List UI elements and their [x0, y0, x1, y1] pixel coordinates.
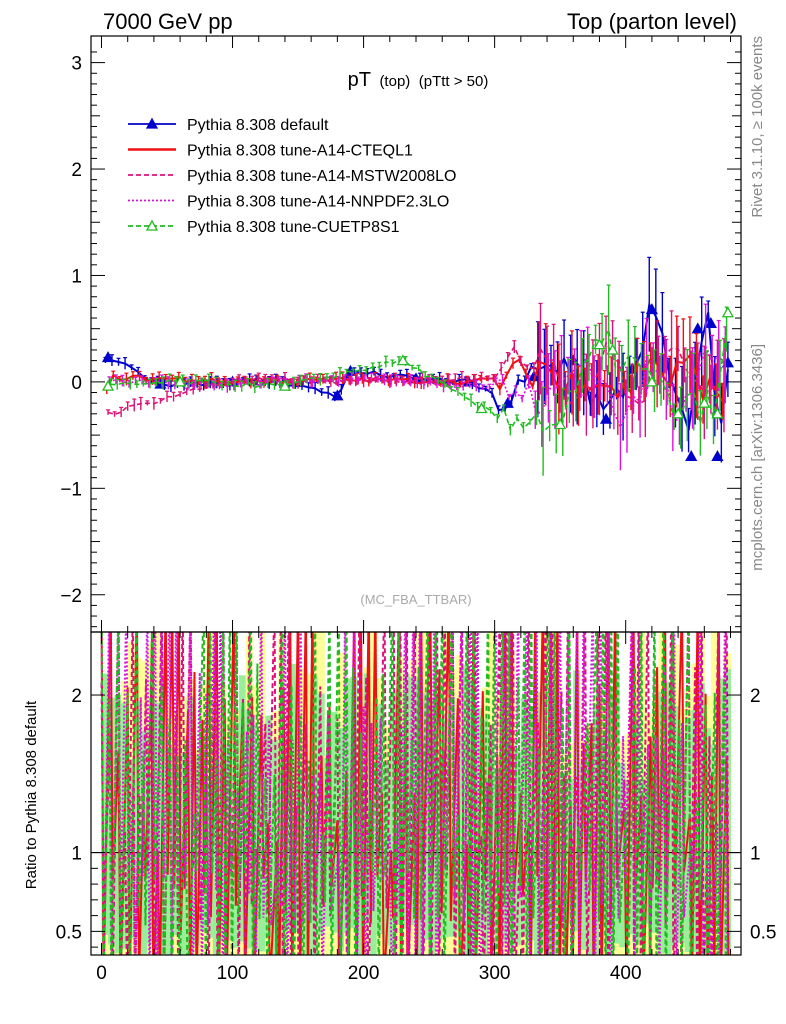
data-point [554, 418, 567, 430]
green-band [547, 786, 555, 954]
legend-label: Pythia 8.308 tune-CUETP8S1 [187, 219, 400, 236]
green-band [409, 676, 417, 925]
ratio-y-tick-label-right: 2 [750, 686, 761, 707]
ratio-y-tick-label-right: 0.5 [750, 922, 776, 943]
y-tick-label: 1 [71, 266, 82, 287]
legend-marker [145, 219, 159, 231]
ratio-y-tick-label: 2 [71, 686, 82, 707]
rivet-label: Rivet 3.1.10, ≥ 100k events [749, 36, 766, 218]
y-tick-label: −1 [60, 479, 82, 500]
data-point [396, 354, 409, 366]
legend-label: Pythia 8.308 tune-A14-CTEQL1 [187, 143, 413, 160]
ratio-series [100, 632, 730, 955]
legend-entry: Pythia 8.308 tune-A14-CTEQL1 [128, 143, 413, 160]
green-band [520, 698, 528, 935]
data-point [278, 379, 292, 391]
data-point [606, 343, 619, 355]
data-point [331, 389, 344, 401]
ratio-line-4 [100, 632, 727, 955]
series-4 [101, 284, 734, 476]
green-band [127, 759, 135, 939]
green-band [422, 693, 430, 941]
green-band [101, 673, 109, 935]
series-line [110, 327, 728, 433]
green-band [324, 758, 332, 927]
y-tick-label: 3 [71, 54, 82, 75]
legend-entry: Pythia 8.308 default [128, 117, 329, 134]
green-band [527, 706, 535, 941]
data-point [174, 375, 187, 387]
green-band [114, 694, 122, 954]
data-point [711, 407, 724, 419]
legend-entry: Pythia 8.308 tune-CUETP8S1 [128, 219, 400, 236]
ratio-y-tick-label: 0.5 [56, 922, 82, 943]
data-point [101, 379, 115, 391]
data-point [645, 375, 658, 387]
green-band [658, 691, 666, 954]
ratio-y-tick-label-right: 1 [750, 844, 761, 865]
green-band [167, 747, 175, 955]
x-tick-label: 200 [348, 963, 380, 984]
data-point [593, 338, 606, 350]
header-right-title: Top (parton level) [567, 9, 737, 34]
y-tick-label: −2 [60, 586, 82, 607]
legend-marker [145, 117, 159, 129]
legend-label: Pythia 8.308 tune-A14-NNPDF2.3LO [187, 194, 449, 211]
data-point [685, 450, 698, 462]
series-3 [107, 303, 728, 471]
data-point [101, 351, 115, 363]
x-tick-label: 0 [96, 963, 107, 984]
analysis-watermark: (MC_FBA_TTBAR) [360, 592, 471, 607]
green-band [704, 728, 712, 955]
plot-title: pT (top) (pTtt > 50) [348, 69, 489, 91]
legend: Pythia 8.308 default Pythia 8.308 tune-A1… [128, 117, 456, 236]
data-point [599, 412, 613, 424]
plot-title-sub1: (top) [379, 73, 410, 90]
ratio-y-tick-label: 1 [71, 844, 82, 865]
green-band [160, 674, 168, 955]
green-band [239, 675, 247, 942]
legend-label: Pythia 8.308 tune-A14-MSTW2008LO [187, 168, 456, 185]
x-tick-label: 300 [479, 963, 511, 984]
data-point [698, 396, 711, 408]
plot-title-main: pT [348, 69, 371, 91]
x-tick-label: 100 [217, 963, 249, 984]
ratio-ylabel: Ratio to Pythia 8.308 default [23, 700, 40, 889]
header-left-title: 7000 GeV pp [103, 9, 233, 34]
series-0 [101, 256, 734, 463]
legend-label: Pythia 8.308 default [187, 117, 329, 134]
data-point [691, 322, 704, 334]
main-series [101, 256, 734, 476]
green-band [678, 738, 686, 944]
legend-entry: Pythia 8.308 tune-A14-MSTW2008LO [128, 168, 456, 185]
x-tick-label: 400 [610, 963, 642, 984]
mcplots-label: mcplots.cern.ch [arXiv:1306.3436] [749, 344, 766, 571]
green-band [219, 768, 227, 940]
axes: 0 100 200 300 400 3 2 1 0 −1 −2 2 2 1 1 0.5 0.5 [56, 36, 776, 984]
data-point [721, 306, 734, 318]
y-tick-label: 0 [71, 373, 82, 394]
data-point [711, 450, 724, 462]
legend-entry: Pythia 8.308 tune-A14-NNPDF2.3LO [128, 194, 449, 211]
data-point [645, 303, 658, 315]
data-point [475, 402, 488, 414]
green-band [448, 696, 456, 937]
data-point [671, 407, 685, 419]
data-point [704, 317, 717, 329]
green-band [337, 727, 345, 951]
plot-title-sub2: (pTtt > 50) [419, 73, 489, 90]
green-band [186, 697, 194, 955]
y-tick-label: 2 [71, 160, 82, 181]
green-band [579, 764, 587, 951]
